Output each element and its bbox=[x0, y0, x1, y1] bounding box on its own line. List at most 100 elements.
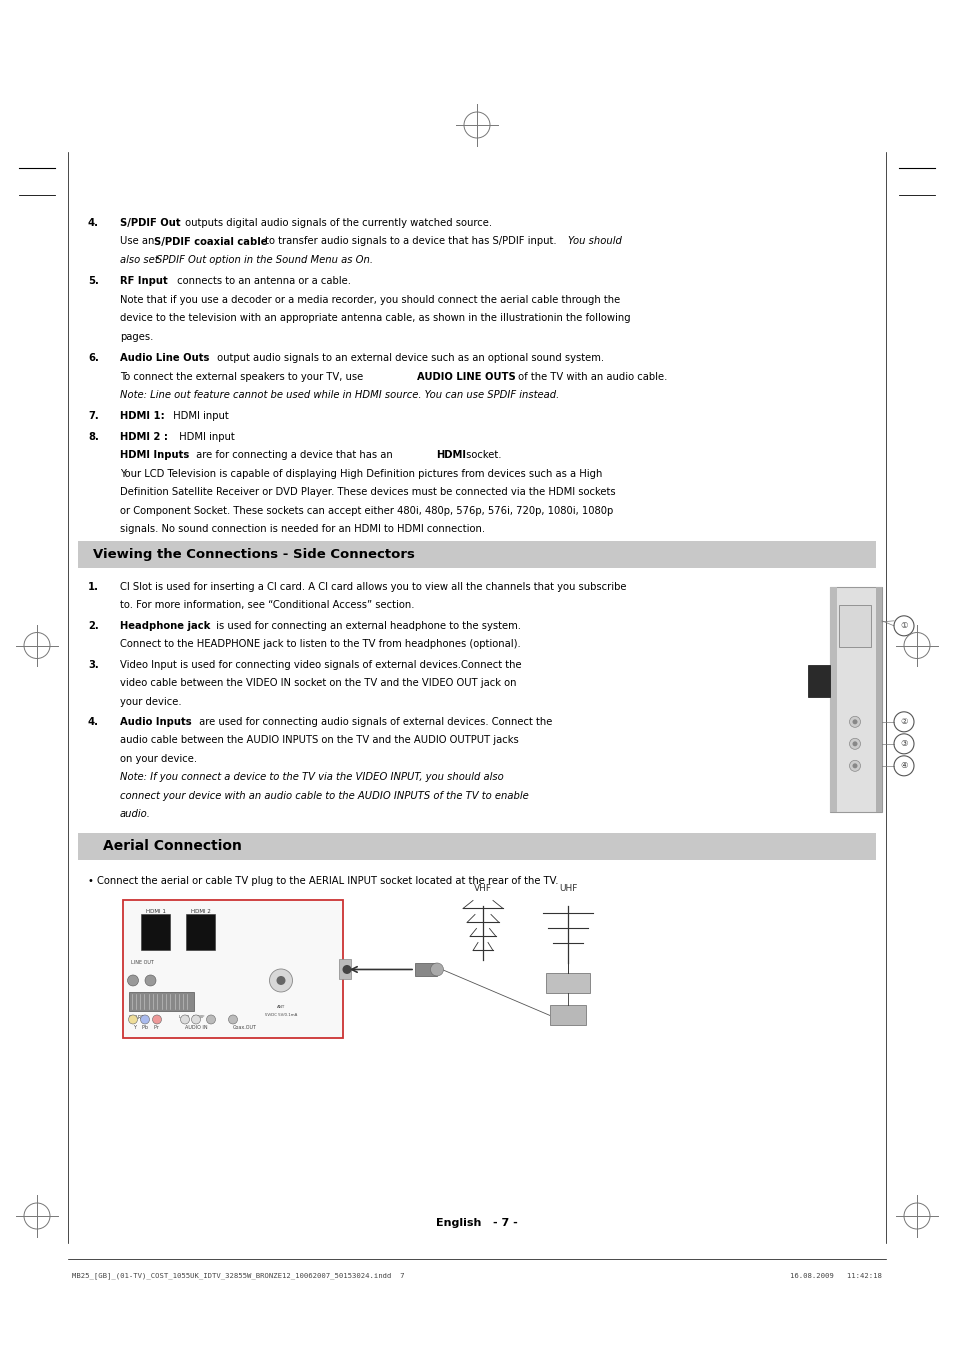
Text: L    R   SPDIF: L R SPDIF bbox=[179, 1016, 204, 1020]
Text: 5.: 5. bbox=[88, 276, 99, 286]
Text: English   - 7 -: English - 7 - bbox=[436, 1219, 517, 1228]
Text: Aerial Connection: Aerial Connection bbox=[103, 839, 242, 852]
Text: You should: You should bbox=[567, 236, 620, 246]
Text: HDMI input: HDMI input bbox=[175, 432, 234, 442]
Text: HDMI 2 :: HDMI 2 : bbox=[120, 432, 168, 442]
Bar bbox=[838, 605, 870, 647]
Circle shape bbox=[852, 719, 857, 724]
Text: output audio signals to an external device such as an optional sound system.: output audio signals to an external devi… bbox=[213, 353, 603, 363]
Bar bbox=[875, 586, 882, 812]
Text: Viewing the Connections - Side Connectors: Viewing the Connections - Side Connector… bbox=[92, 547, 415, 561]
Text: 1.: 1. bbox=[88, 582, 99, 592]
Text: on your device.: on your device. bbox=[120, 754, 197, 763]
Text: are used for connecting audio signals of external devices. Connect the: are used for connecting audio signals of… bbox=[195, 717, 551, 727]
Text: Video Input is used for connecting video signals of external devices.Connect the: Video Input is used for connecting video… bbox=[120, 659, 521, 670]
Circle shape bbox=[140, 1015, 150, 1024]
Text: Definition Satellite Receiver or DVD Player. These devices must be connected via: Definition Satellite Receiver or DVD Pla… bbox=[120, 488, 615, 497]
Text: Your LCD Television is capable of displaying High Definition pictures from devic: Your LCD Television is capable of displa… bbox=[120, 469, 601, 478]
Text: HDMI 1:: HDMI 1: bbox=[120, 411, 165, 422]
Circle shape bbox=[276, 975, 285, 985]
Bar bbox=[78, 832, 875, 859]
Circle shape bbox=[848, 716, 860, 727]
Text: 6.: 6. bbox=[88, 353, 99, 363]
Bar bbox=[415, 963, 436, 975]
Text: Coax.OUT: Coax.OUT bbox=[233, 1025, 256, 1031]
Text: to transfer audio signals to a device that has S/PDIF input.: to transfer audio signals to a device th… bbox=[261, 236, 556, 246]
Bar bbox=[338, 959, 351, 979]
Text: 8.: 8. bbox=[88, 432, 99, 442]
Text: pages.: pages. bbox=[120, 332, 153, 342]
Text: also set: also set bbox=[120, 255, 162, 265]
Bar bbox=[123, 901, 343, 1039]
Text: S/PDIF coaxial cable: S/PDIF coaxial cable bbox=[154, 236, 268, 246]
Text: MB25_[GB]_(01-TV)_COST_1055UK_IDTV_32855W_BRONZE12_10062007_50153024.indd  7: MB25_[GB]_(01-TV)_COST_1055UK_IDTV_32855… bbox=[71, 1273, 404, 1279]
Text: Note that if you use a decoder or a media recorder, you should connect the aeria: Note that if you use a decoder or a medi… bbox=[120, 295, 619, 305]
Text: Use an: Use an bbox=[120, 236, 157, 246]
Text: ③: ③ bbox=[900, 739, 907, 748]
Text: AUDIO IN: AUDIO IN bbox=[185, 1025, 208, 1031]
Text: of the TV with an audio cable.: of the TV with an audio cable. bbox=[515, 372, 667, 381]
Circle shape bbox=[852, 763, 857, 769]
Bar bbox=[550, 1005, 585, 1025]
Bar bbox=[78, 540, 875, 567]
Circle shape bbox=[145, 975, 156, 986]
Text: socket.: socket. bbox=[462, 450, 501, 461]
Text: 7.: 7. bbox=[88, 411, 99, 422]
Text: outputs digital audio signals of the currently watched source.: outputs digital audio signals of the cur… bbox=[181, 218, 491, 228]
Text: connects to an antenna or a cable.: connects to an antenna or a cable. bbox=[173, 276, 351, 286]
Circle shape bbox=[129, 1015, 137, 1024]
Text: audio cable between the AUDIO INPUTS on the TV and the AUDIO OUTPUT jacks: audio cable between the AUDIO INPUTS on … bbox=[120, 735, 518, 746]
Text: Audio Inputs: Audio Inputs bbox=[120, 717, 192, 727]
Text: HDMI input: HDMI input bbox=[170, 411, 229, 422]
Bar bbox=[141, 915, 170, 951]
Circle shape bbox=[180, 1015, 190, 1024]
Text: to. For more information, see “Conditional Access” section.: to. For more information, see “Condition… bbox=[120, 600, 414, 611]
Text: HDMI: HDMI bbox=[436, 450, 466, 461]
Text: 4.: 4. bbox=[88, 218, 99, 228]
Text: your device.: your device. bbox=[120, 697, 181, 707]
Text: Note: If you connect a device to the TV via the VIDEO INPUT, you should also: Note: If you connect a device to the TV … bbox=[120, 773, 503, 782]
Text: RF Input: RF Input bbox=[120, 276, 168, 286]
Text: SPDIF Out option in the Sound Menu as On.: SPDIF Out option in the Sound Menu as On… bbox=[156, 255, 374, 265]
Text: or Component Socket. These sockets can accept either 480i, 480p, 576p, 576i, 720: or Component Socket. These sockets can a… bbox=[120, 505, 613, 516]
Circle shape bbox=[152, 1015, 161, 1024]
Circle shape bbox=[848, 761, 860, 771]
Text: Y    Pb    Pr: Y Pb Pr bbox=[132, 1025, 159, 1031]
Text: CI Slot is used for inserting a CI card. A CI card allows you to view all the ch: CI Slot is used for inserting a CI card.… bbox=[120, 582, 626, 592]
Text: signals. No sound connection is needed for an HDMI to HDMI connection.: signals. No sound connection is needed f… bbox=[120, 524, 485, 534]
Text: HDMI Inputs: HDMI Inputs bbox=[120, 450, 189, 461]
Text: 16.08.2009   11:42:18: 16.08.2009 11:42:18 bbox=[789, 1273, 882, 1279]
Text: 3.: 3. bbox=[88, 659, 99, 670]
Bar bbox=[829, 586, 836, 812]
Text: VHF: VHF bbox=[474, 885, 492, 893]
Text: To connect the external speakers to your TV, use: To connect the external speakers to your… bbox=[120, 372, 366, 381]
Bar bbox=[186, 915, 214, 951]
Text: • Connect the aerial or cable TV plug to the AERIAL INPUT socket located at the : • Connect the aerial or cable TV plug to… bbox=[88, 875, 558, 885]
Text: 2.: 2. bbox=[88, 620, 99, 631]
Text: audio.: audio. bbox=[120, 809, 151, 819]
Text: 4.: 4. bbox=[88, 717, 99, 727]
Text: ②: ② bbox=[900, 717, 907, 727]
Text: UHF: UHF bbox=[558, 885, 577, 893]
Text: LINE OUT: LINE OUT bbox=[131, 961, 153, 966]
Circle shape bbox=[852, 742, 857, 746]
Bar bbox=[829, 586, 882, 812]
Text: is used for connecting an external headphone to the system.: is used for connecting an external headp… bbox=[213, 620, 521, 631]
Circle shape bbox=[192, 1015, 200, 1024]
Text: ANT: ANT bbox=[276, 1005, 285, 1009]
Text: ①: ① bbox=[900, 621, 907, 631]
Text: 5V/DC 5V/0.1mA: 5V/DC 5V/0.1mA bbox=[265, 1013, 296, 1017]
Text: HDMI 1: HDMI 1 bbox=[146, 909, 166, 915]
Text: Headphone jack: Headphone jack bbox=[120, 620, 211, 631]
Bar bbox=[545, 974, 589, 993]
Bar bbox=[129, 993, 193, 1012]
Circle shape bbox=[206, 1015, 215, 1024]
Text: AUDIO LINE OUTS: AUDIO LINE OUTS bbox=[416, 372, 516, 381]
Circle shape bbox=[342, 965, 351, 974]
Circle shape bbox=[128, 975, 138, 986]
Text: video cable between the VIDEO IN socket on the TV and the VIDEO OUT jack on: video cable between the VIDEO IN socket … bbox=[120, 678, 516, 688]
Text: Note: Line out feature cannot be used while in HDMI source. You can use SPDIF in: Note: Line out feature cannot be used wh… bbox=[120, 390, 558, 400]
Circle shape bbox=[229, 1015, 237, 1024]
Text: ④: ④ bbox=[900, 762, 907, 770]
Circle shape bbox=[430, 963, 443, 975]
